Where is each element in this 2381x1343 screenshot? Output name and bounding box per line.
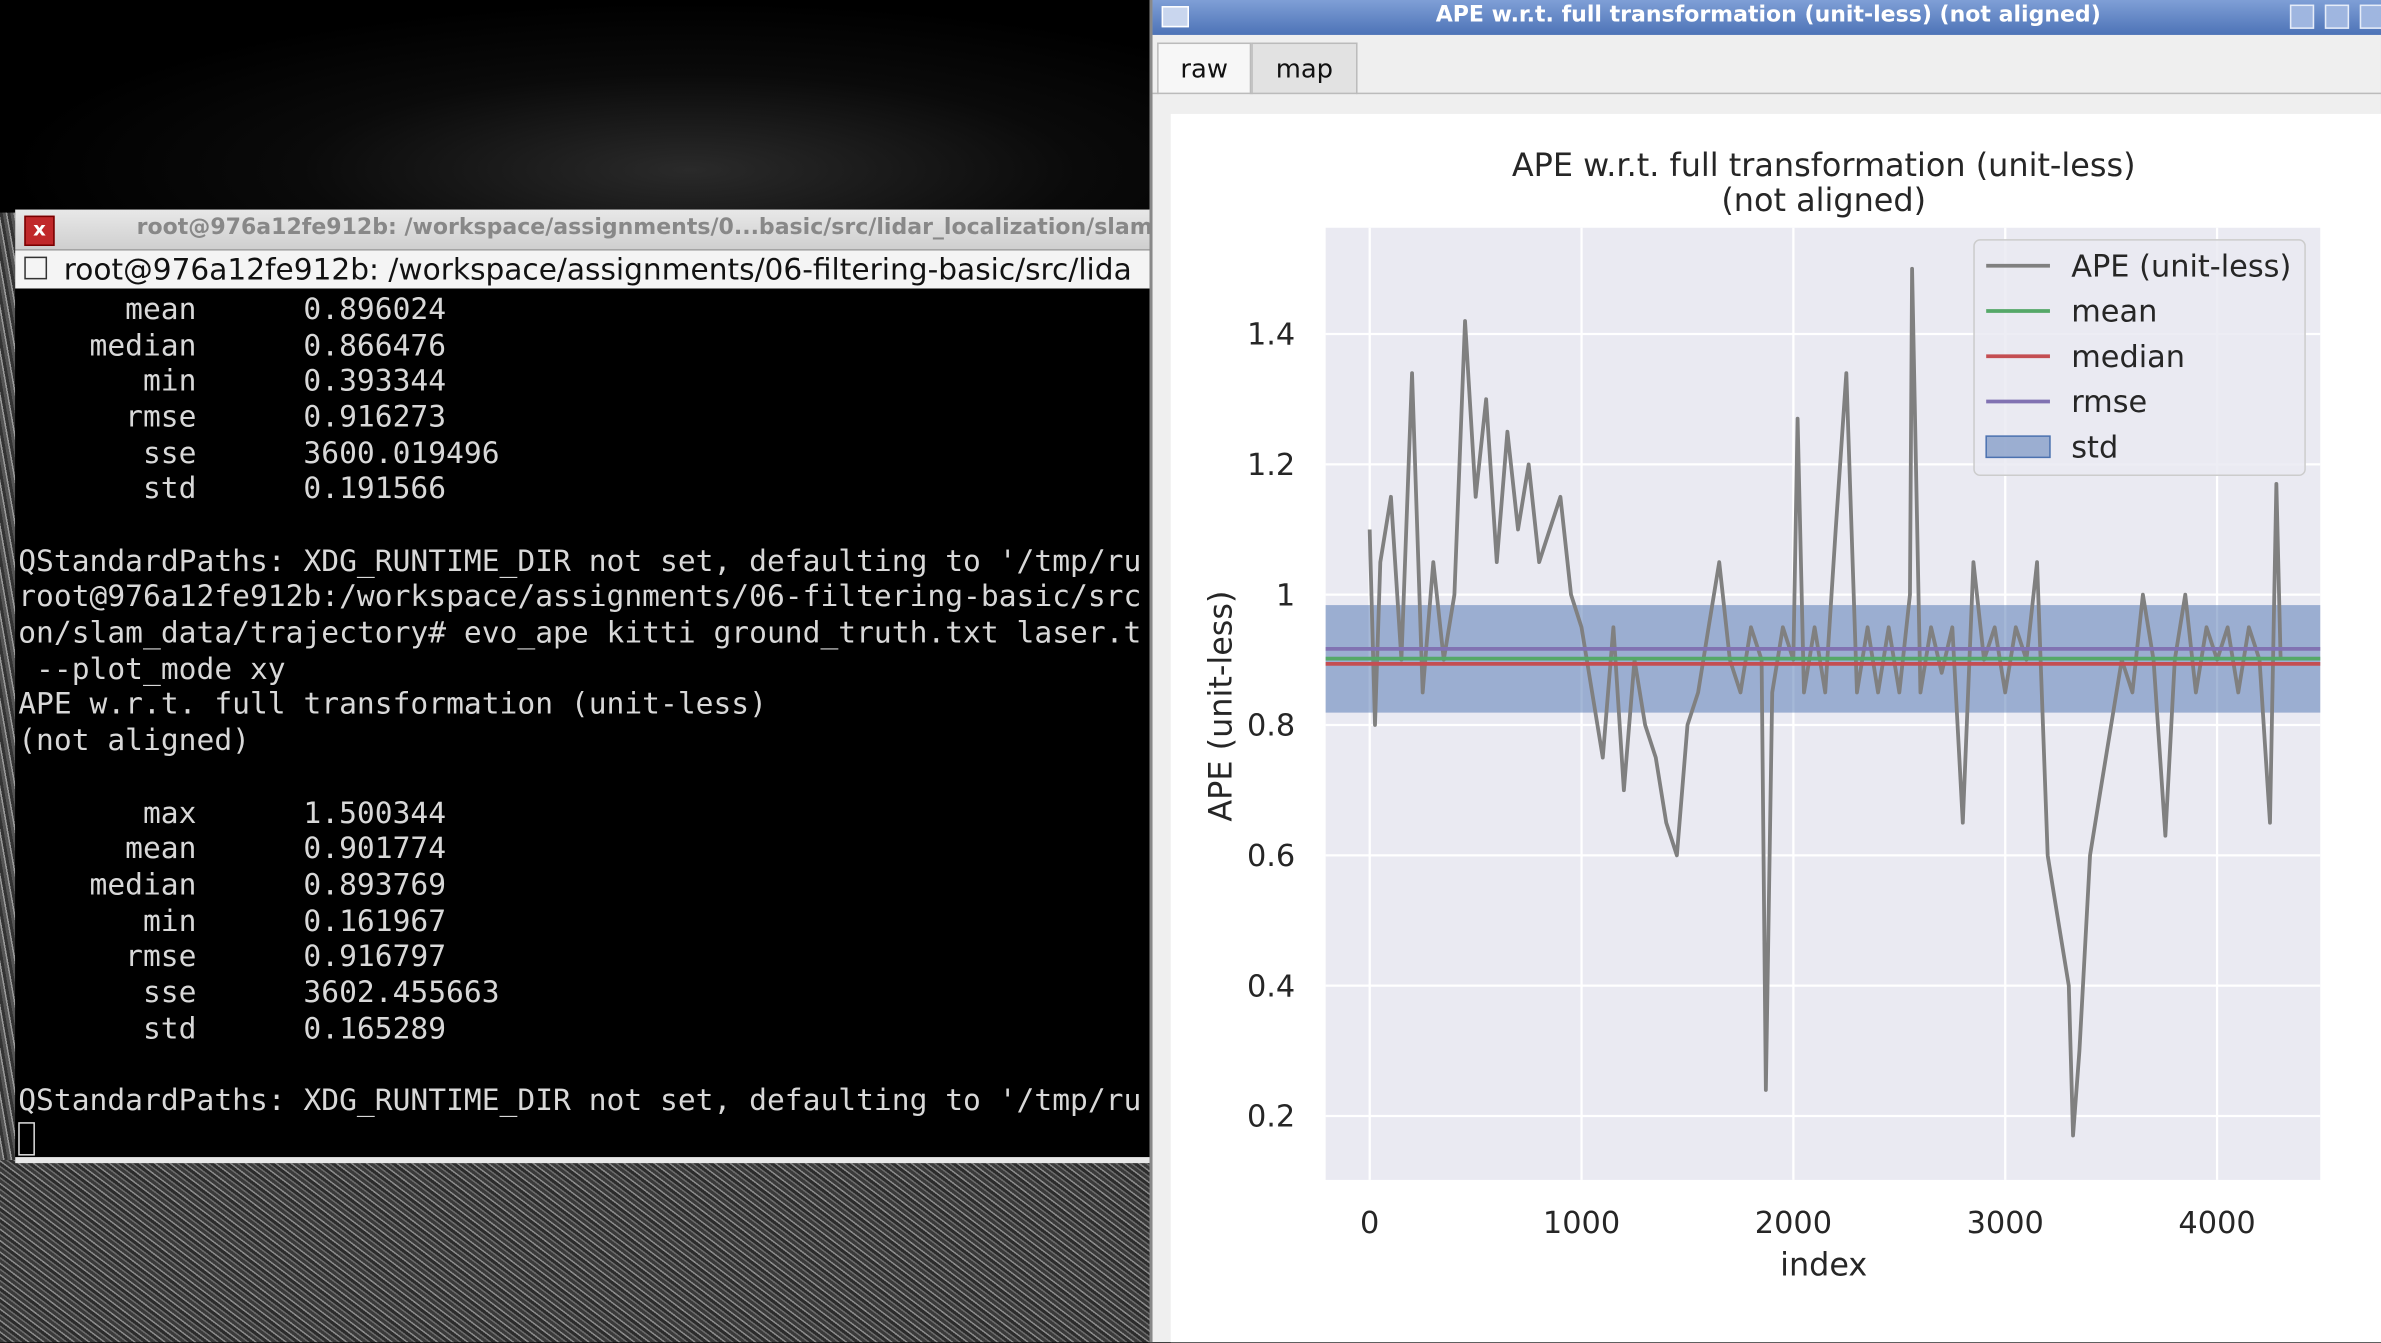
stat-label: median xyxy=(89,866,197,902)
legend-swatch xyxy=(1985,435,2051,459)
stat-label: max xyxy=(142,794,197,830)
legend-label: APE (unit-less) xyxy=(2071,249,2291,284)
y-tick-label: 0.2 xyxy=(1247,1100,1295,1135)
output-line: root@976a12fe912b:/workspace/assignments… xyxy=(18,579,1142,615)
stat-value: 0.161967 xyxy=(303,902,447,938)
close-button[interactable] xyxy=(2359,4,2381,29)
tab-icon xyxy=(24,256,48,280)
chart-subtitle: (not aligned) xyxy=(1721,181,1926,219)
output-line: on/slam_data/trajectory# evo_ape kitti g… xyxy=(18,615,1142,651)
tab-title: root@976a12fe912b: /workspace/assignment… xyxy=(63,252,1132,287)
x-axis-label: index xyxy=(1780,1246,1867,1284)
y-tick-label: 0.8 xyxy=(1247,709,1295,744)
stat-value: 0.866476 xyxy=(303,327,447,363)
tab[interactable]: map xyxy=(1251,42,1358,95)
x-tick-label: 1000 xyxy=(1543,1206,1620,1241)
stat-value: 3600.019496 xyxy=(303,435,500,471)
terminal-tab[interactable]: root@976a12fe912b: /workspace/assignment… xyxy=(15,250,1150,289)
stat-label: mean xyxy=(125,291,197,327)
stat-label: min xyxy=(142,363,197,399)
background-image xyxy=(0,1160,1150,1343)
stat-value: 0.191566 xyxy=(303,471,447,507)
window-title: APE w.r.t. full transformation (unit-les… xyxy=(1435,3,2101,28)
x-tick-label: 4000 xyxy=(2178,1206,2255,1241)
x-tick-label: 2000 xyxy=(1755,1206,1832,1241)
stat-label: rmse xyxy=(125,938,197,974)
legend-label: median xyxy=(2071,340,2185,375)
minimize-button[interactable] xyxy=(2289,4,2315,29)
stat-value: 0.896024 xyxy=(303,291,447,327)
output-line: --plot_mode xy xyxy=(18,651,286,687)
background-image xyxy=(0,0,1150,213)
legend-label: mean xyxy=(2071,295,2157,330)
stat-label: std xyxy=(142,1010,197,1046)
output-line: APE w.r.t. full transformation (unit-les… xyxy=(18,687,767,722)
stat-value: 0.893769 xyxy=(303,866,447,902)
legend-label: std xyxy=(2071,430,2118,465)
window-title: root@976a12fe912b: /workspace/assignment… xyxy=(136,215,1153,240)
stat-label: mean xyxy=(125,830,197,866)
y-tick-label: 1.2 xyxy=(1247,448,1295,483)
y-tick-label: 0.4 xyxy=(1247,969,1295,1004)
stat-label: std xyxy=(142,471,197,507)
output-line: QStandardPaths: XDG_RUNTIME_DIR not set,… xyxy=(18,1082,1142,1118)
output-line: QStandardPaths: XDG_RUNTIME_DIR not set,… xyxy=(18,543,1142,579)
chart-title: APE w.r.t. full transformation (unit-les… xyxy=(1512,146,2136,184)
maximize-button[interactable] xyxy=(2324,4,2350,29)
stat-value: 0.165289 xyxy=(303,1010,447,1046)
plot-titlebar: APE w.r.t. full transformation (unit-les… xyxy=(1152,0,2381,35)
stat-value: 0.916797 xyxy=(303,938,447,974)
y-tick-label: 0.6 xyxy=(1247,839,1295,874)
stat-value: 0.393344 xyxy=(303,363,447,399)
terminal-titlebar: x root@976a12fe912b: /workspace/assignme… xyxy=(15,209,1153,251)
output-line: (not aligned) xyxy=(18,723,250,758)
stat-value: 1.500344 xyxy=(303,794,447,830)
stat-label: min xyxy=(142,902,197,938)
x-tick-label: 0 xyxy=(1360,1206,1379,1241)
stat-value: 0.916273 xyxy=(303,399,447,435)
stat-label: rmse xyxy=(125,399,197,435)
tab-divider xyxy=(1152,92,2381,95)
stat-value: 3602.455663 xyxy=(303,974,500,1010)
y-tick-label: 1 xyxy=(1276,578,1295,613)
cursor xyxy=(18,1121,35,1156)
stat-label: median xyxy=(89,327,197,363)
x-tick-label: 3000 xyxy=(1967,1206,2044,1241)
tab[interactable]: raw xyxy=(1157,42,1252,95)
legend-label: rmse xyxy=(2071,385,2147,420)
background-image xyxy=(0,212,16,1161)
window-icon xyxy=(1161,6,1189,28)
y-axis-label: APE (unit-less) xyxy=(1201,591,1239,822)
legend-box xyxy=(1973,239,2306,477)
stat-label: sse xyxy=(142,974,197,1010)
y-tick-label: 1.4 xyxy=(1247,318,1295,353)
close-button[interactable]: x xyxy=(24,215,55,246)
data-line xyxy=(1367,266,2283,1138)
terminal-output[interactable]: mean 0.896024 median 0.866476 min 0.393344 rms… xyxy=(15,288,1150,1164)
stat-value: 0.901774 xyxy=(303,830,447,866)
stat-label: sse xyxy=(142,435,197,471)
